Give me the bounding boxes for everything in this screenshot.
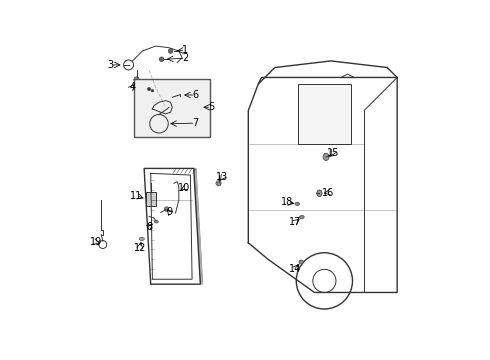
Text: 1: 1 bbox=[182, 45, 189, 55]
Text: 16: 16 bbox=[321, 188, 334, 198]
Text: 6: 6 bbox=[192, 90, 198, 100]
Ellipse shape bbox=[139, 237, 144, 240]
Text: 15: 15 bbox=[326, 148, 339, 158]
Text: 14: 14 bbox=[289, 264, 301, 274]
Ellipse shape bbox=[154, 220, 158, 223]
Text: 8: 8 bbox=[146, 222, 152, 232]
Ellipse shape bbox=[295, 202, 299, 206]
Circle shape bbox=[168, 49, 173, 53]
Circle shape bbox=[164, 207, 169, 211]
Text: 10: 10 bbox=[178, 183, 190, 193]
Bar bbox=[134, 79, 210, 137]
Circle shape bbox=[134, 77, 139, 82]
Circle shape bbox=[151, 89, 154, 92]
Ellipse shape bbox=[299, 260, 303, 264]
Text: 18: 18 bbox=[281, 198, 294, 207]
Text: 5: 5 bbox=[208, 102, 215, 112]
Ellipse shape bbox=[317, 190, 322, 197]
Bar bbox=[298, 84, 351, 144]
Text: 4: 4 bbox=[129, 82, 136, 92]
Circle shape bbox=[216, 181, 221, 186]
Text: 17: 17 bbox=[289, 217, 301, 227]
Circle shape bbox=[159, 57, 164, 62]
Text: 9: 9 bbox=[167, 207, 172, 217]
Ellipse shape bbox=[299, 215, 304, 219]
Text: 7: 7 bbox=[192, 118, 198, 128]
Text: 13: 13 bbox=[217, 172, 229, 183]
Circle shape bbox=[147, 87, 151, 91]
Text: 12: 12 bbox=[134, 243, 146, 253]
Bar bbox=[147, 192, 156, 207]
Text: 3: 3 bbox=[107, 60, 113, 70]
Text: 11: 11 bbox=[130, 191, 143, 201]
Text: 19: 19 bbox=[90, 237, 102, 247]
Ellipse shape bbox=[323, 153, 329, 161]
Text: 2: 2 bbox=[182, 53, 189, 63]
